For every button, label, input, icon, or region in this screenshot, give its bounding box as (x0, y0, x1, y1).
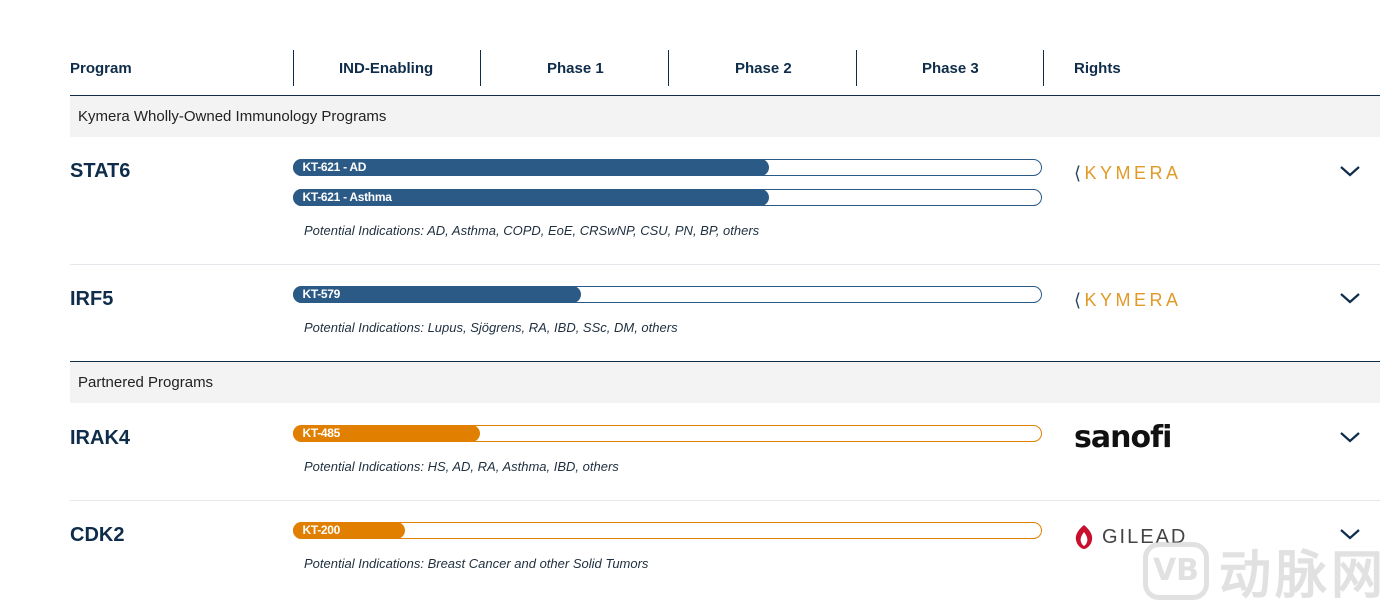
progress-track: KT-621 - Asthma (292, 188, 1042, 206)
header-rule (70, 95, 1380, 96)
header-phase1: Phase 1 (547, 60, 604, 77)
program-name: CDK2 (70, 524, 125, 546)
section-header-wholly-owned: Kymera Wholly-Owned Immunology Programs (70, 96, 1380, 137)
progress-track: KT-485 (292, 424, 1042, 442)
progress-fill: KT-621 - AD (292, 158, 769, 176)
gilead-flame-icon (1075, 525, 1093, 549)
progress-fill: KT-621 - Asthma (292, 188, 769, 206)
chevron-down-icon[interactable] (1338, 526, 1362, 542)
program-name: IRAK4 (70, 427, 131, 449)
row-divider (70, 264, 1380, 265)
section-title: Partnered Programs (78, 374, 214, 391)
progress-label: KT-579 (302, 286, 341, 301)
progress-track: KT-621 - AD (292, 158, 1042, 176)
progress-track: KT-200 (292, 521, 1042, 539)
progress-fill: KT-200 (292, 521, 405, 539)
section-header-partnered: Partnered Programs (70, 362, 1380, 403)
header-program: Program (70, 60, 132, 77)
potential-indications: Potential Indications: HS, AD, RA, Asthm… (304, 459, 619, 474)
header-divider (480, 50, 481, 86)
header-rights: Rights (1074, 60, 1121, 77)
section-rule (70, 361, 1380, 362)
potential-indications: Potential Indications: Lupus, Sjögrens, … (304, 320, 678, 335)
kymera-logo: ⟨KYMERA (1074, 163, 1182, 183)
potential-indications: Potential Indications: AD, Asthma, COPD,… (304, 223, 760, 238)
progress-track: KT-579 (292, 285, 1042, 303)
progress-label: KT-485 (302, 425, 341, 440)
progress-label: KT-621 - Asthma (302, 189, 392, 204)
watermark-text: 动脉网 (1218, 546, 1387, 606)
watermark: VB 动脉网 (1142, 533, 1387, 608)
header-divider (293, 50, 294, 86)
kymera-logo: ⟨KYMERA (1074, 290, 1182, 310)
section-title: Kymera Wholly-Owned Immunology Programs (78, 108, 387, 125)
potential-indications: Potential Indications: Breast Cancer and… (304, 556, 649, 571)
header-divider (856, 50, 857, 86)
header-ind-enabling: IND-Enabling (339, 60, 434, 77)
header-divider (668, 50, 669, 86)
header-phase2: Phase 2 (735, 60, 792, 77)
progress-label: KT-621 - AD (302, 159, 367, 174)
row-divider (70, 500, 1380, 501)
chevron-down-icon[interactable] (1338, 163, 1362, 179)
progress-fill: KT-485 (292, 424, 480, 442)
progress-label: KT-200 (302, 522, 341, 537)
chevron-down-icon[interactable] (1338, 429, 1362, 445)
watermark-badge: VB (1142, 541, 1209, 600)
program-name: IRF5 (70, 288, 114, 310)
sanofi-logo: sanofi (1074, 420, 1172, 455)
chevron-down-icon[interactable] (1338, 290, 1362, 306)
header-phase3: Phase 3 (922, 60, 979, 77)
progress-fill: KT-579 (292, 285, 581, 303)
program-name: STAT6 (70, 160, 131, 182)
header-divider (1043, 50, 1044, 86)
